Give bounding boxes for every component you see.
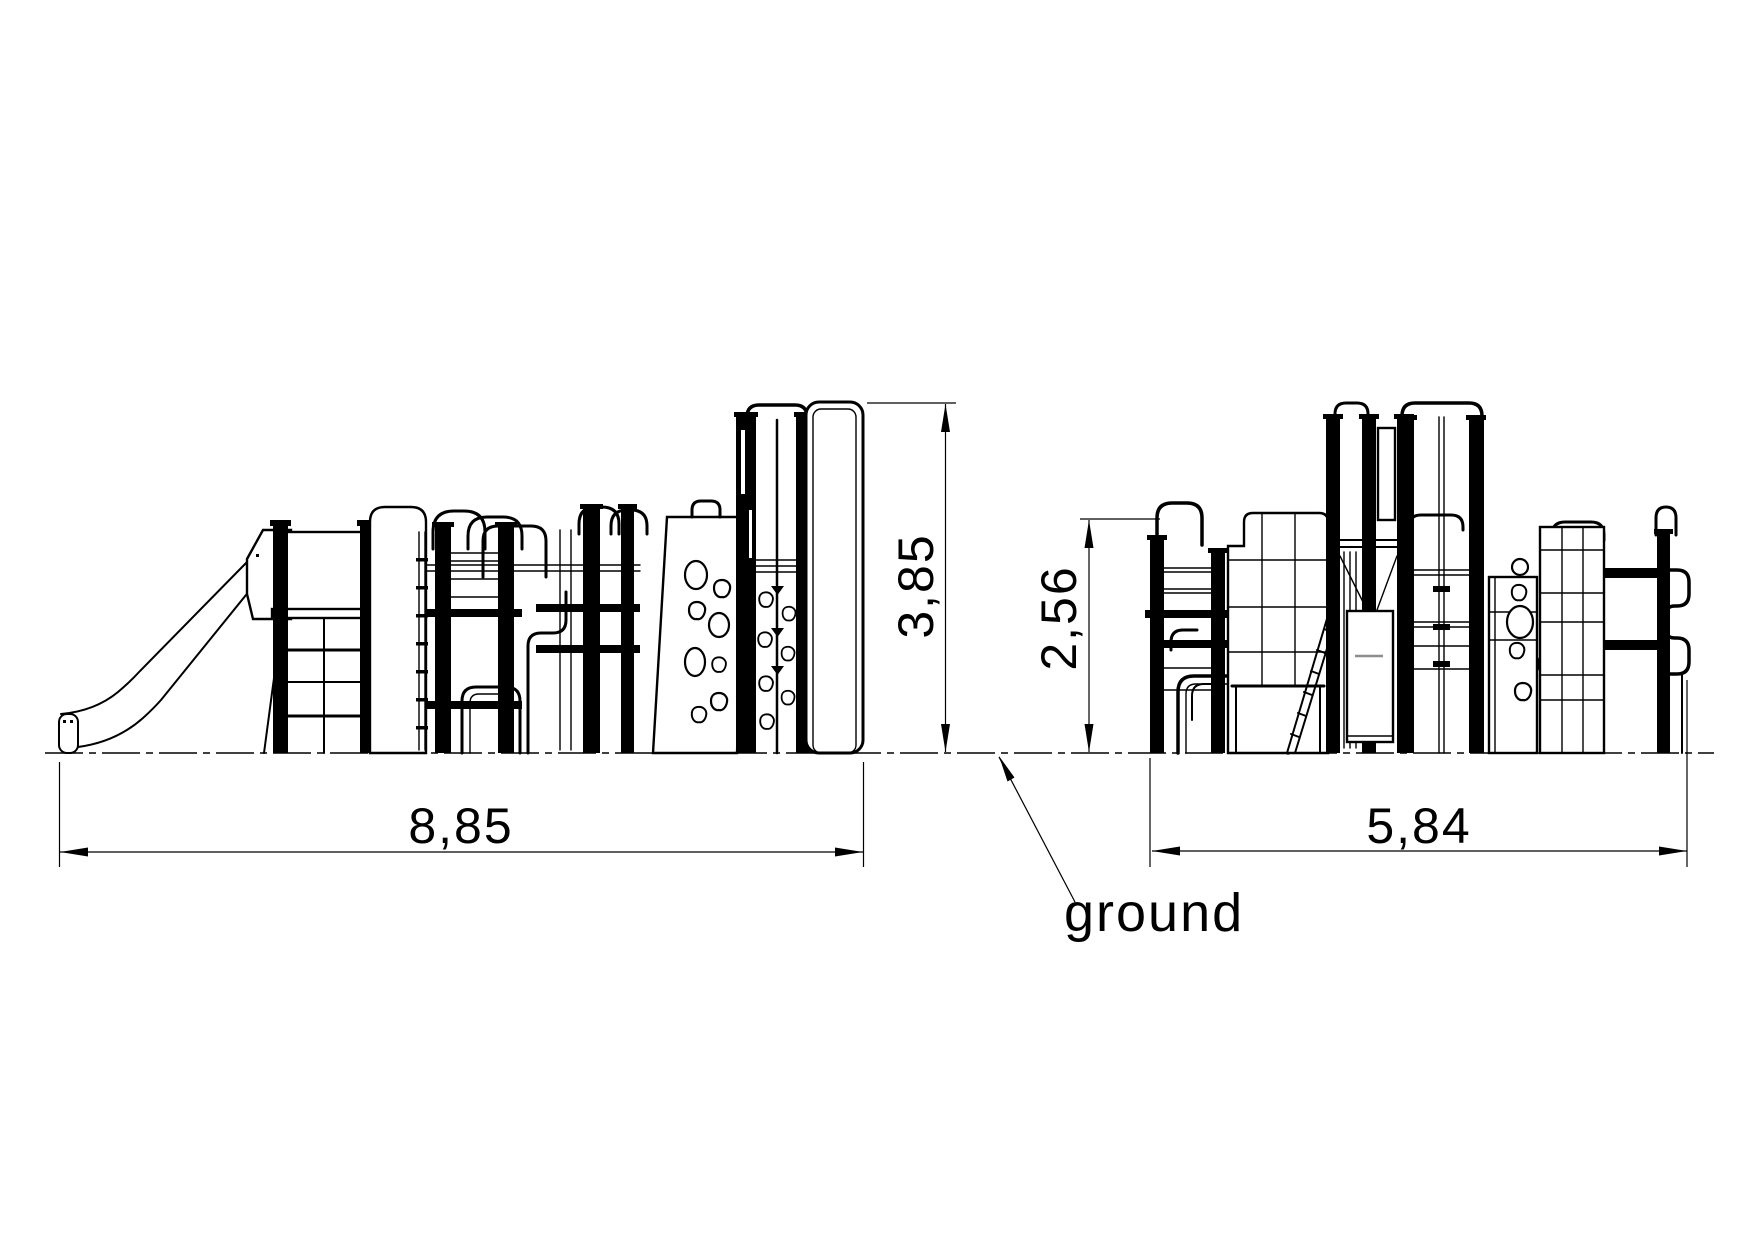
- side-panel-ladder: [368, 505, 428, 755]
- dimension-right-width: 5,84: [1149, 680, 1688, 867]
- climbing-frame: [426, 509, 641, 753]
- dimension-right-height: 2,56: [1031, 518, 1160, 752]
- dimension-left-width: 8,85: [58, 762, 865, 867]
- leader-arrow-icon: [999, 756, 1015, 782]
- dimension-left-height: 3,85: [867, 402, 956, 752]
- dim-label-left-height: 3,85: [888, 533, 944, 638]
- climbing-hold-panel: [651, 499, 747, 755]
- net-panel: [1226, 511, 1338, 755]
- ground-callout: ground: [998, 756, 1244, 943]
- loop-ladder: [1145, 501, 1290, 755]
- slide-platform: [245, 520, 390, 754]
- climbing-tower: [734, 403, 815, 755]
- pole-frame: [1397, 401, 1486, 754]
- tall-end-panel: [804, 400, 865, 755]
- mid-tube-structures: [460, 504, 714, 755]
- slide: [58, 560, 264, 754]
- left-elevation: [58, 400, 865, 755]
- dim-label-right-height: 2,56: [1031, 565, 1087, 670]
- ground-label: ground: [1064, 883, 1244, 943]
- dim-label-right-width: 5,84: [1366, 798, 1471, 854]
- right-elevation: [1145, 401, 1691, 755]
- central-tower: [1323, 401, 1414, 753]
- zigzag-end-rail: [1654, 505, 1691, 754]
- grid-panel-right: [1538, 520, 1658, 755]
- dim-label-left-width: 8,85: [408, 798, 513, 854]
